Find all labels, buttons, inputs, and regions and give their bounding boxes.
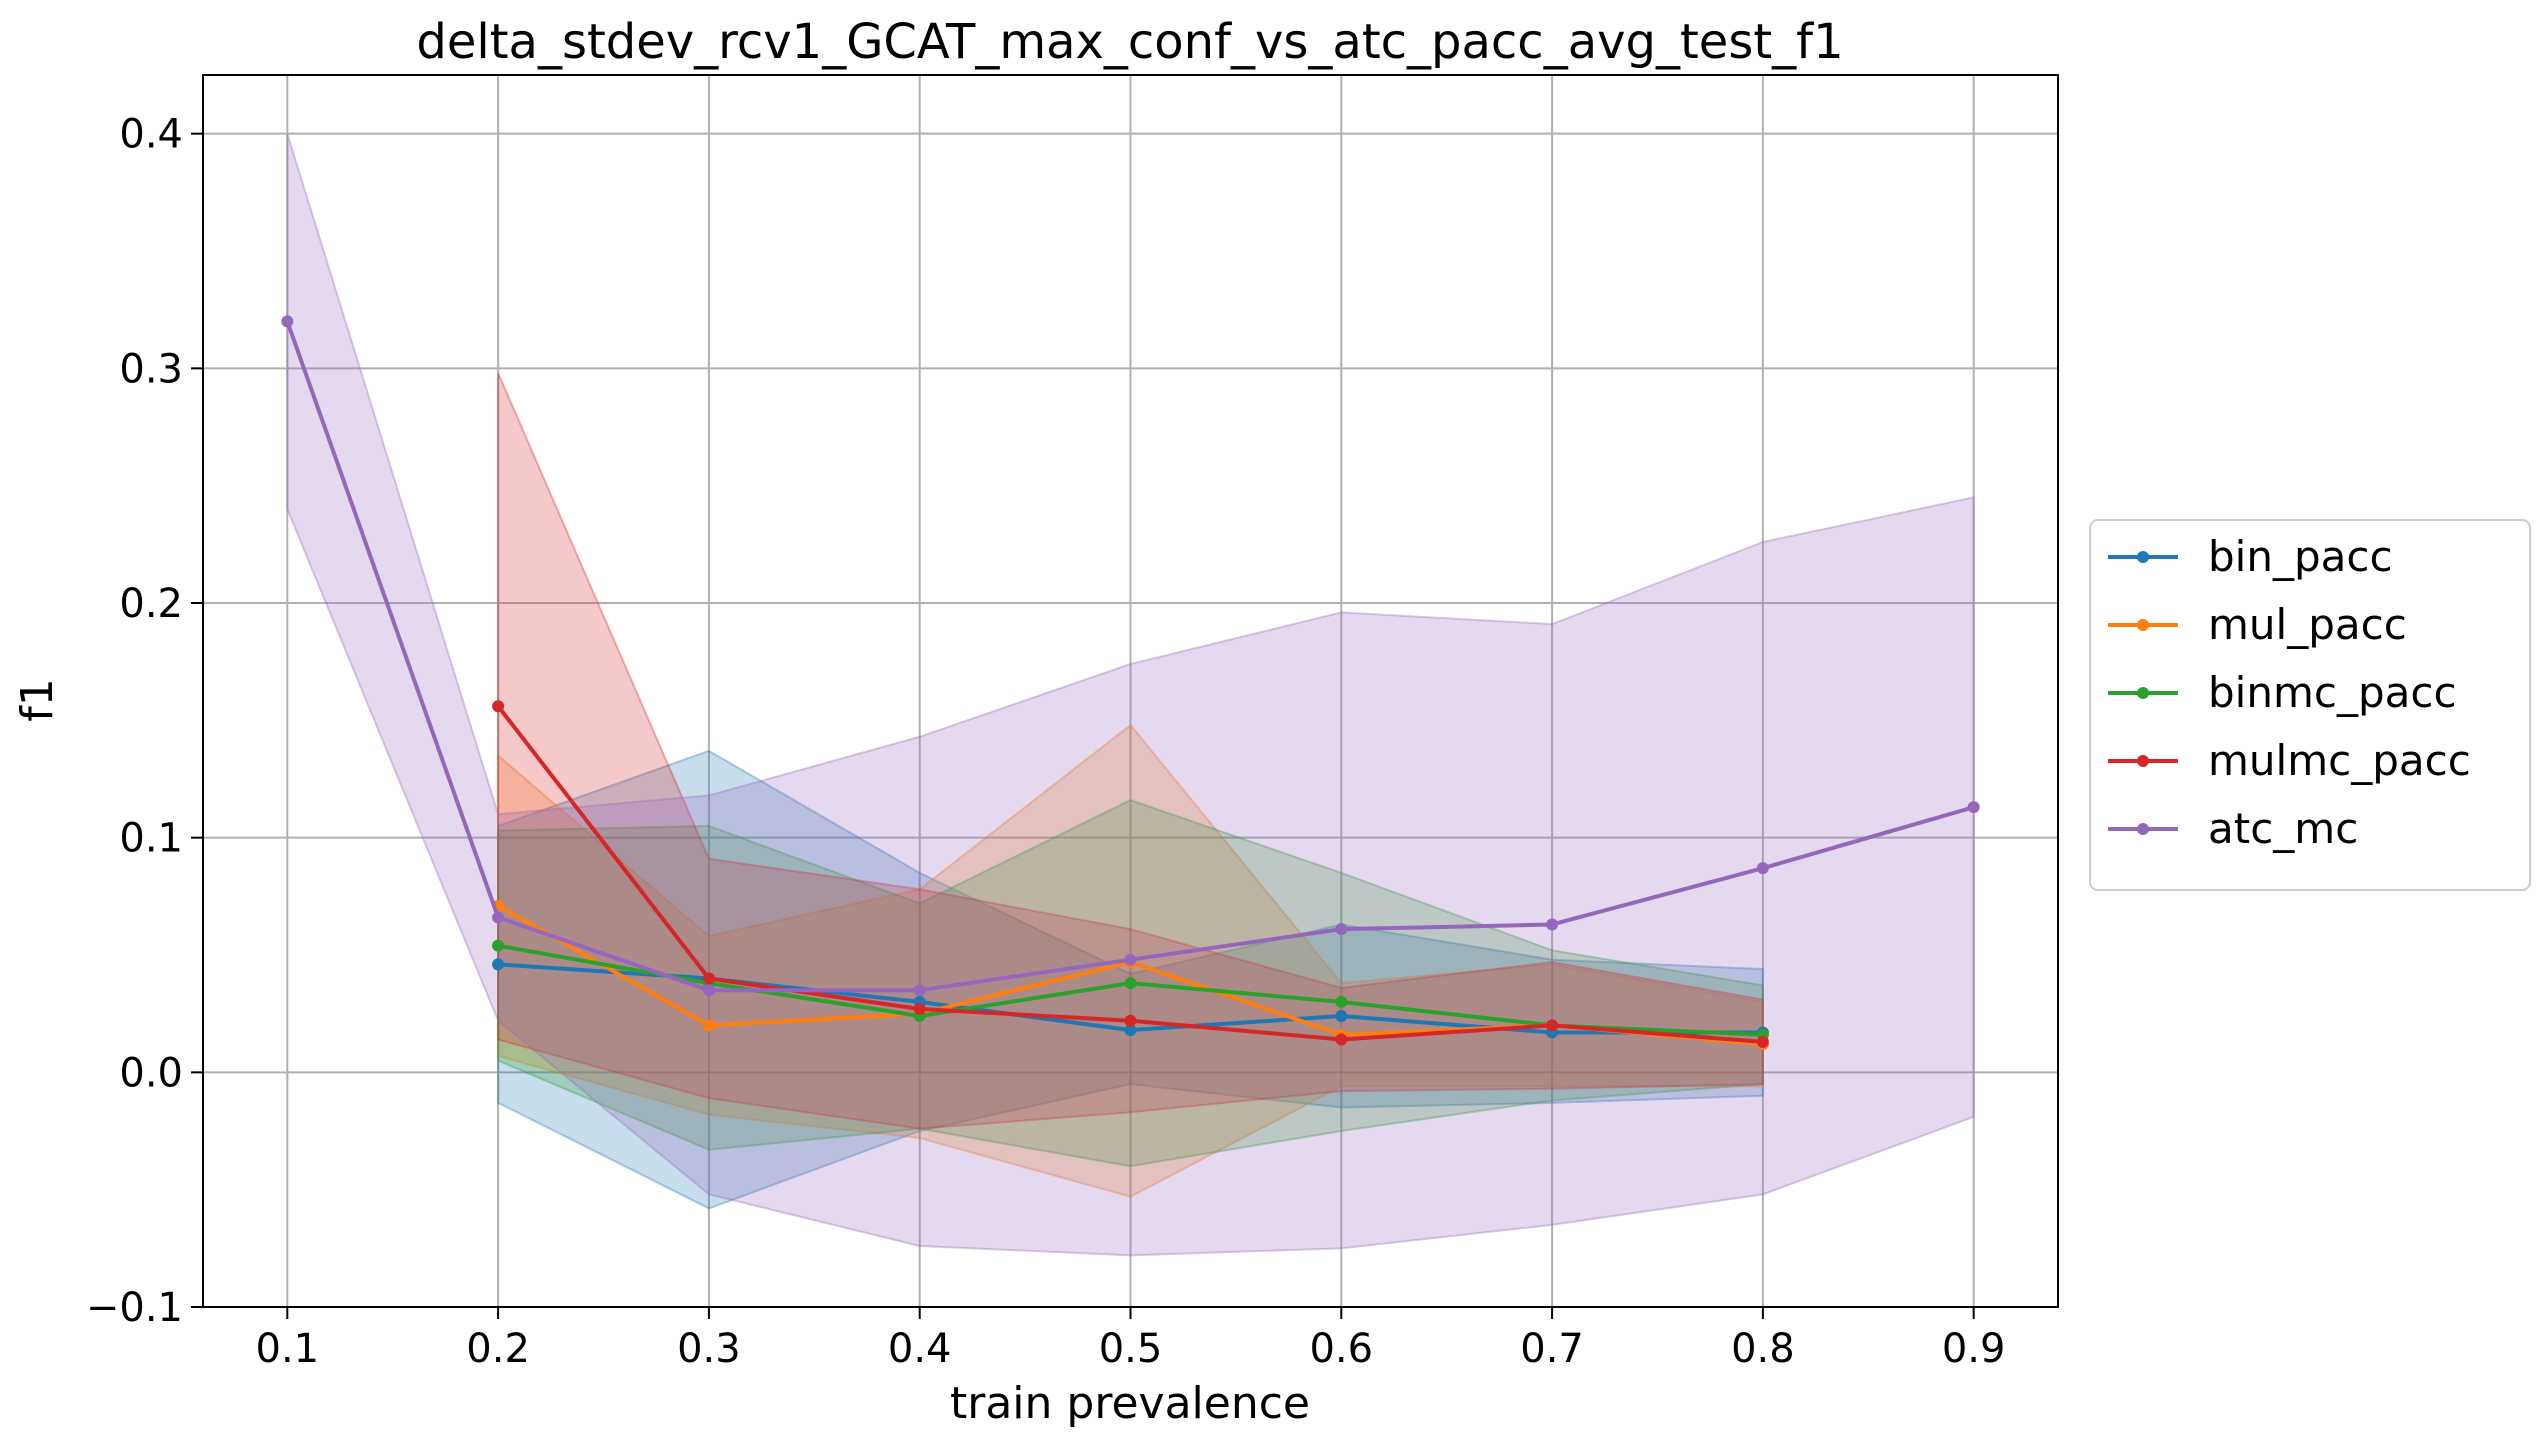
band-mulmc_pacc [497, 372, 1764, 1130]
point-mulmc_pacc [702, 972, 715, 985]
x-tick-label: 0.4 [888, 1326, 952, 1372]
y-tick-label: 0.1 [119, 816, 183, 862]
legend-label-bin_pacc: bin_pacc [2208, 532, 2393, 581]
point-mul_pacc [702, 1019, 715, 1032]
x-axis-label: train prevalence [950, 1378, 1310, 1429]
point-mulmc_pacc [1335, 1033, 1348, 1046]
point-atc_mc [281, 315, 294, 328]
point-atc_mc [1124, 953, 1137, 966]
point-atc_mc [1546, 918, 1559, 931]
x-tick-label: 0.6 [1309, 1326, 1373, 1372]
y-axis-label: f1 [12, 678, 63, 721]
chart-title: delta_stdev_rcv1_GCAT_max_conf_vs_atc_pa… [416, 14, 1843, 70]
point-mulmc_pacc [492, 700, 505, 713]
x-tick-label: 0.7 [1520, 1326, 1584, 1372]
x-tick-label: 0.8 [1731, 1326, 1795, 1372]
y-tick-label: 0.2 [119, 581, 183, 627]
x-axis-ticks: 0.1 0.2 0.3 0.4 0.5 0.6 0.7 0.8 0.9 [256, 1307, 2006, 1372]
y-tick-label: 0.4 [119, 112, 183, 158]
x-tick-label: 0.1 [256, 1326, 320, 1372]
legend-label-binmc_pacc: binmc_pacc [2208, 668, 2457, 717]
point-bin_pacc [1124, 1024, 1137, 1037]
y-axis-ticks: −0.1 0.0 0.1 0.2 0.3 0.4 [86, 112, 203, 1331]
legend: bin_pacc mul_pacc binmc_pacc mulmc_pacc atc_… [2089, 519, 2531, 891]
point-atc_mc [1335, 923, 1348, 936]
point-atc_mc [492, 911, 505, 924]
x-tick-label: 0.9 [1942, 1326, 2006, 1372]
legend-label-mul_pacc: mul_pacc [2208, 600, 2407, 649]
legend-marker-binmc_pacc [2137, 687, 2149, 699]
point-mulmc_pacc [1124, 1014, 1137, 1027]
legend-marker-bin_pacc [2137, 551, 2149, 563]
point-bin_pacc [492, 958, 505, 971]
series-lines [281, 315, 1980, 1051]
point-mulmc_pacc [913, 1002, 926, 1015]
point-atc_mc [1967, 801, 1980, 814]
point-mulmc_pacc [1756, 1035, 1769, 1048]
y-tick-label: 0.3 [119, 346, 183, 392]
legend-marker-mulmc_pacc [2137, 755, 2149, 767]
point-atc_mc [1756, 862, 1769, 875]
point-binmc_pacc [492, 939, 505, 952]
x-tick-label: 0.2 [466, 1326, 530, 1372]
point-atc_mc [702, 984, 715, 997]
legend-marker-atc_mc [2137, 823, 2149, 835]
legend-label-mulmc_pacc: mulmc_pacc [2208, 736, 2471, 785]
legend-label-atc_mc: atc_mc [2208, 804, 2358, 853]
point-bin_pacc [1335, 1010, 1348, 1023]
x-tick-label: 0.5 [1099, 1326, 1163, 1372]
point-atc_mc [913, 984, 926, 997]
legend-marker-mul_pacc [2137, 619, 2149, 631]
y-tick-label: 0.0 [119, 1050, 183, 1096]
y-tick-label: −0.1 [86, 1285, 183, 1331]
point-mulmc_pacc [1546, 1019, 1559, 1032]
point-binmc_pacc [1335, 995, 1348, 1008]
x-tick-label: 0.3 [677, 1326, 741, 1372]
point-binmc_pacc [1124, 977, 1137, 990]
legend-box [2089, 519, 2531, 891]
